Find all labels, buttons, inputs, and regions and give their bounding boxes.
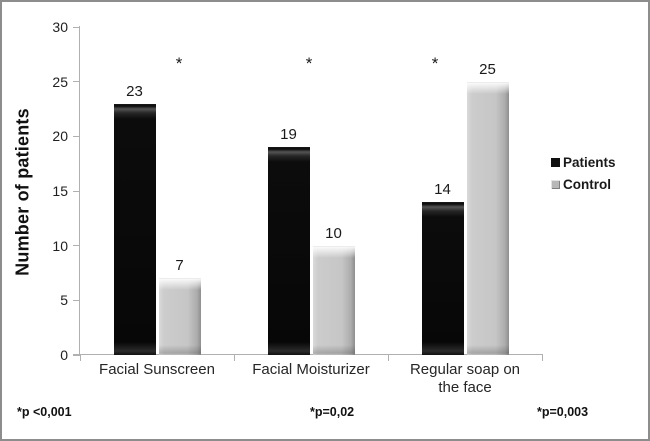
bar-control-0 (158, 278, 201, 355)
bar-patients-0 (113, 104, 156, 355)
legend-item-patients: Patients (551, 155, 616, 170)
footnote-p-value-sunscreen: *p <0,001 (17, 405, 72, 419)
bar-value-label-control-0: 7 (175, 257, 184, 274)
y-axis-tick (73, 81, 80, 83)
y-axis-tick-label: 30 (52, 19, 68, 35)
y-axis-tick-label: 0 (60, 347, 68, 363)
bar-value-label-patients-1: 19 (280, 126, 297, 143)
legend-label-control: Control (563, 177, 611, 192)
bar-value-label-control-2: 25 (479, 61, 496, 78)
y-axis-tick (73, 190, 80, 192)
footnote-p-value-soap: *p=0,003 (537, 405, 589, 419)
y-axis-tick-label: 5 (60, 292, 68, 309)
bar-value-label-patients-0: 23 (126, 83, 143, 100)
x-axis-tick (542, 355, 543, 361)
category-label-0: Facial Sunscreen (99, 361, 215, 378)
significance-asterisk-2: * (431, 54, 439, 73)
bar-control-1 (312, 246, 355, 355)
bar-value-label-control-1: 10 (325, 225, 342, 242)
y-axis-tick (73, 299, 80, 301)
bar-control-2 (466, 82, 509, 355)
bar-value-label-patients-2: 14 (434, 181, 451, 198)
legend: Patients Control (551, 155, 616, 199)
y-axis-tick-label: 25 (52, 73, 68, 90)
category-label-2: Regular soap on the face (409, 361, 521, 396)
legend-item-control: Control (551, 177, 616, 192)
legend-marker-control-icon (551, 180, 560, 189)
significance-asterisk-1: * (305, 54, 313, 73)
y-axis-tick (73, 245, 80, 247)
y-axis-tick-label: 15 (52, 183, 68, 199)
category-label-1: Facial Moisturizer (252, 361, 370, 378)
x-axis-tick (234, 355, 235, 361)
legend-label-patients: Patients (563, 155, 616, 170)
x-axis-tick (80, 355, 81, 361)
y-axis-tick (73, 135, 80, 137)
y-axis-tick-label: 20 (52, 128, 68, 145)
bar-patients-1 (267, 147, 310, 355)
x-axis-tick (388, 355, 389, 361)
bar-patients-2 (421, 202, 464, 355)
y-axis-tick-label: 10 (52, 237, 68, 254)
y-axis-tick (73, 26, 80, 28)
y-axis-tick (73, 354, 80, 356)
footnote-p-value-moisturizer: *p=0,02 (310, 405, 355, 419)
legend-marker-patients-icon (551, 158, 560, 167)
significance-asterisk-0: * (175, 54, 183, 73)
